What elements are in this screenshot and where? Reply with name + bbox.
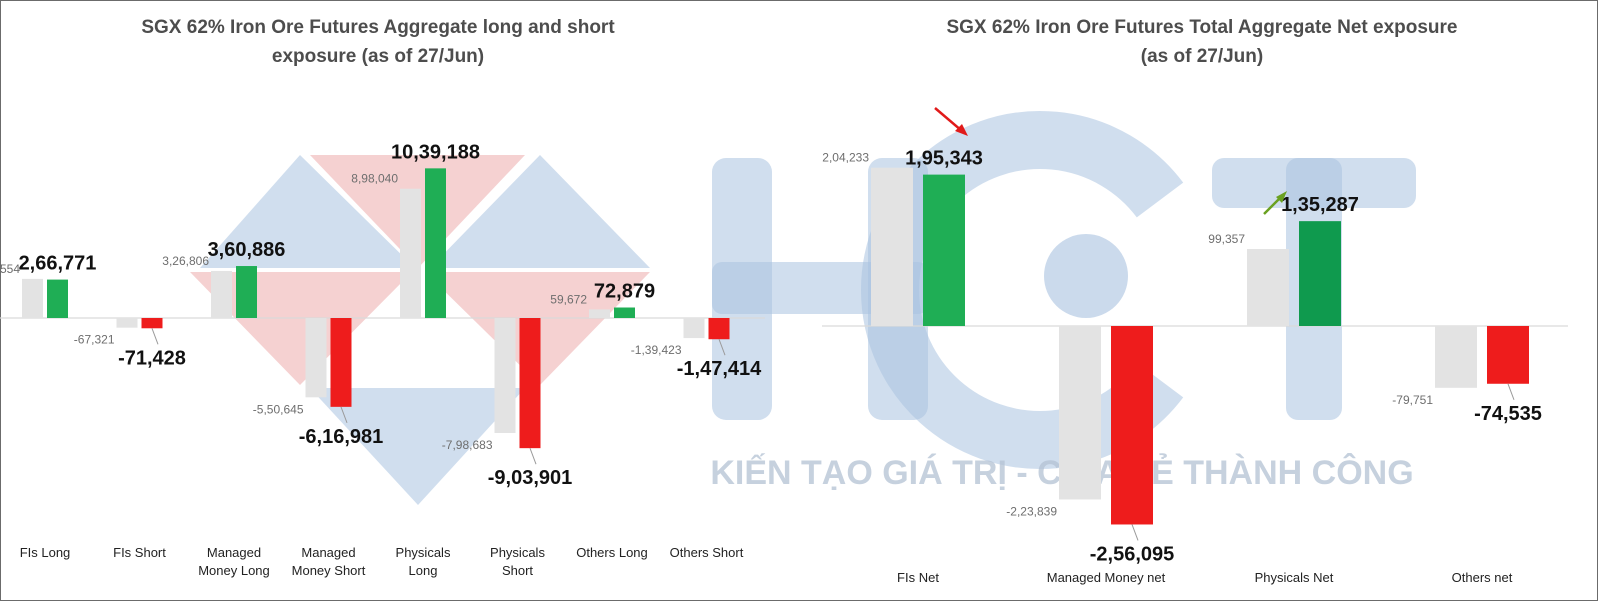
current-bar <box>141 318 163 329</box>
current-bar <box>708 318 730 340</box>
watermark-dot <box>1044 234 1128 318</box>
current-value-label: -6,16,981 <box>299 426 384 448</box>
prior-value-label: 8,98,040 <box>351 172 398 186</box>
right-chart-title-line-1: SGX 62% Iron Ore Futures Total Aggregate… <box>946 17 1457 38</box>
current-value-label: 3,60,886 <box>208 239 286 261</box>
category-label: Money Short <box>292 563 366 578</box>
prior-value-label: 3,26,806 <box>162 254 209 268</box>
current-bar <box>1299 221 1341 326</box>
current-value-label: -2,56,095 <box>1090 543 1175 565</box>
current-value-label: 10,39,188 <box>391 141 480 163</box>
prior-bar <box>22 278 43 318</box>
prior-bar <box>871 167 913 326</box>
current-bar <box>923 174 965 326</box>
current-value-label: 2,66,771 <box>19 253 97 275</box>
current-bar <box>236 266 257 318</box>
category-label: FIs Net <box>897 570 939 585</box>
right-chart-title-line-2: (as of 27/Jun) <box>1141 46 1263 67</box>
prior-bar <box>400 188 421 318</box>
prior-bar <box>305 318 327 398</box>
current-bar <box>1111 326 1153 525</box>
prior-bar <box>494 318 516 434</box>
prior-bar <box>116 318 138 328</box>
prior-value-label: -67,321 <box>74 333 115 347</box>
watermark-logo: KIẾN TẠO GIÁ TRỊ - CHIA SẺ THÀNH CÔNG <box>190 111 1416 505</box>
current-value-label: 1,95,343 <box>905 148 983 170</box>
current-bar <box>1487 326 1529 384</box>
left-chart-title-line-1: SGX 62% Iron Ore Futures Aggregate long … <box>141 17 615 38</box>
prior-value-label: 2,04,233 <box>822 151 869 165</box>
category-label: Physicals <box>490 545 545 560</box>
current-bar <box>330 318 352 407</box>
category-label: Others Short <box>670 545 744 560</box>
right-chart-plot: 2,04,233 1,95,343 FIs Net -2,23,839 -2,56,09… <box>822 148 1542 585</box>
label-leader-line <box>529 447 537 465</box>
category-label: Others net <box>1452 570 1513 585</box>
category-label: Short <box>502 563 533 578</box>
current-value-label: -74,535 <box>1474 403 1542 425</box>
category-label: FIs Long <box>20 545 71 560</box>
label-leader-line <box>718 339 726 356</box>
current-bar <box>614 307 635 318</box>
label-leader-line <box>151 328 159 345</box>
green-increase-arrow <box>1263 191 1287 215</box>
category-label: FIs Short <box>113 545 166 560</box>
prior-bar <box>1435 326 1477 388</box>
current-value-label: -9,03,901 <box>488 467 573 489</box>
prior-value-label: -2,23,839 <box>1006 504 1057 518</box>
category-label: Others Long <box>576 545 648 560</box>
prior-value-label: -7,98,683 <box>442 438 493 452</box>
category-label: Money Long <box>198 563 270 578</box>
current-value-label: -1,47,414 <box>677 358 762 380</box>
label-leader-line <box>1507 383 1515 400</box>
prior-value-label: 99,357 <box>1208 232 1245 246</box>
prior-bar <box>683 318 705 339</box>
prior-value-label: 59,672 <box>550 292 587 306</box>
prior-value-label: 2,71,554 <box>0 262 20 276</box>
category-label: Long <box>409 563 438 578</box>
current-value-label: -71,428 <box>118 347 186 369</box>
prior-bar <box>1059 326 1101 500</box>
current-bar <box>519 318 541 449</box>
current-bar <box>425 168 446 318</box>
label-leader-line <box>340 406 348 424</box>
category-label: Managed <box>301 545 355 560</box>
prior-bar <box>589 309 610 318</box>
prior-bar <box>211 270 232 318</box>
category-label: Physicals Net <box>1255 570 1334 585</box>
category-label: Managed Money net <box>1047 570 1166 585</box>
prior-value-label: -5,50,645 <box>253 402 304 416</box>
category-label: Physicals <box>396 545 451 560</box>
current-value-label: 72,879 <box>594 281 655 303</box>
label-leader-line <box>1131 524 1139 541</box>
watermark-blue-triangle <box>310 388 525 505</box>
watermark-blue-triangle <box>430 155 650 268</box>
prior-value-label: -1,39,423 <box>631 343 682 357</box>
current-bar <box>47 279 68 318</box>
prior-value-label: -79,751 <box>1392 393 1433 407</box>
red-decrease-arrow <box>934 107 968 136</box>
category-label: Managed <box>207 545 261 560</box>
watermark-blue-triangle <box>200 155 415 268</box>
prior-bar <box>1247 248 1289 326</box>
left-chart-title-line-2: exposure (as of 27/Jun) <box>272 46 484 67</box>
current-value-label: 1,35,287 <box>1281 194 1359 216</box>
